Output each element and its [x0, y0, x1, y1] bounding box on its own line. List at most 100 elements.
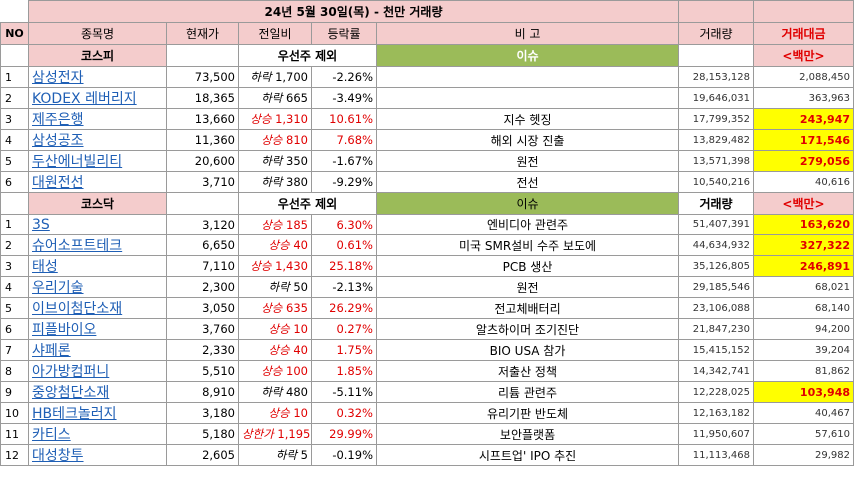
- stock-name-link[interactable]: 피플바이오: [28, 318, 167, 340]
- stock-name-link[interactable]: 이브이첨단소재: [28, 297, 167, 319]
- volume-value: 23,106,088: [678, 297, 755, 319]
- amount-value: 40,467: [753, 402, 854, 424]
- change-cell: 상승 1,310: [238, 108, 312, 130]
- change-amount: 100: [286, 364, 308, 378]
- price-value: 8,910: [166, 381, 239, 403]
- amount-value: 246,891: [753, 255, 854, 277]
- change-amount: 1,310: [275, 112, 308, 126]
- volume-value: 13,571,398: [678, 150, 755, 172]
- stock-name-link[interactable]: 삼성전자: [28, 66, 167, 88]
- row-number: 11: [0, 423, 29, 445]
- change-direction: 상승: [268, 406, 290, 420]
- volume-value: 28,153,128: [678, 66, 755, 88]
- rate-value: 10.61%: [311, 108, 377, 130]
- stock-name-link[interactable]: 샤페론: [28, 339, 167, 361]
- change-direction: 하락: [275, 448, 298, 462]
- table-row: 11 카티스 5,180 상한가 1,195 29.99% 보안플랫폼 11,950,607…: [0, 423, 854, 445]
- amount-value: 81,862: [753, 360, 854, 382]
- price-value: 3,050: [166, 297, 239, 319]
- change-cell: 상승 40: [238, 339, 312, 361]
- row-number: 9: [0, 381, 29, 403]
- stock-name-link[interactable]: 3S: [28, 214, 167, 235]
- change-cell: 상승 40: [238, 234, 312, 256]
- volume-value: 12,163,182: [678, 402, 755, 424]
- price-value: 18,365: [166, 87, 239, 109]
- page-title: 24년 5월 30일(목) - 천만 거래량: [27, 0, 680, 23]
- stock-name-link[interactable]: 슈어소프트테크: [28, 234, 167, 256]
- row-number: 8: [0, 360, 29, 382]
- change-cell: 상승 100: [238, 360, 312, 382]
- stock-name-link[interactable]: 카티스: [28, 423, 167, 445]
- rate-value: -3.49%: [311, 87, 377, 109]
- stock-name-link[interactable]: 우리기술: [28, 276, 167, 298]
- row-number: 2: [0, 87, 29, 109]
- rate-value: -5.11%: [311, 381, 377, 403]
- change-amount: 635: [286, 301, 308, 315]
- change-cell: 하락 665: [238, 87, 312, 109]
- row-number: 6: [0, 318, 29, 340]
- stock-name-link[interactable]: 제주은행: [28, 108, 167, 130]
- change-cell: 하락 50: [238, 276, 312, 298]
- rate-value: 1.75%: [311, 339, 377, 361]
- amount-value: 68,021: [753, 276, 854, 298]
- stock-name-link[interactable]: KODEX 레버리지: [28, 87, 167, 109]
- change-direction: 상승: [250, 259, 272, 273]
- row-number: 10: [0, 402, 29, 424]
- amount-value: 57,610: [753, 423, 854, 445]
- volume-value: 19,646,031: [678, 87, 755, 109]
- issue-note: 미국 SMR설비 수주 보도에: [375, 234, 680, 256]
- price-value: 3,120: [166, 214, 239, 235]
- volume-value: 44,634,932: [678, 234, 755, 256]
- rate-value: 0.61%: [311, 234, 377, 256]
- rate-value: 7.68%: [311, 129, 377, 151]
- row-number: 1: [0, 66, 29, 88]
- row-number: 4: [0, 129, 29, 151]
- stock-name-link[interactable]: 삼성공조: [28, 129, 167, 151]
- change-direction: 하락: [268, 280, 290, 294]
- row-number: 3: [0, 108, 29, 130]
- table-row: 1 3S 3,120 상승 185 6.30% 엔비디아 관련주 51,407,391 163…: [0, 214, 854, 235]
- kospi-section-sub: 우선주 제외: [238, 44, 377, 67]
- issue-note: 전고체배터리: [375, 297, 680, 319]
- stock-name-link[interactable]: 대원전선: [28, 171, 167, 193]
- change-cell: 상한가 1,195: [238, 423, 312, 445]
- row-number: 6: [0, 171, 29, 193]
- kosdaq-section-unit: <백만>: [753, 192, 854, 215]
- issue-note: 원전: [375, 150, 680, 172]
- change-direction: 상승: [261, 133, 283, 147]
- table-row: 6 피플바이오 3,760 상승 10 0.27% 알츠하이머 조기진단 21,847,23…: [0, 318, 854, 340]
- kosdaq-section-blank: [0, 192, 29, 215]
- change-amount: 1,430: [275, 259, 308, 273]
- change-amount: 480: [286, 385, 308, 399]
- kospi-section-unit: <백만>: [753, 44, 854, 67]
- stock-name-link[interactable]: 중앙첨단소재: [28, 381, 167, 403]
- rate-value: -2.26%: [311, 66, 377, 88]
- kosdaq-section-issue: 이슈: [375, 192, 680, 215]
- amount-value: 363,963: [753, 87, 854, 109]
- stock-name-link[interactable]: 대성창투: [28, 444, 167, 466]
- header-price: 현재가: [166, 22, 239, 45]
- stock-name-link[interactable]: 태성: [28, 255, 167, 277]
- change-cell: 상승 185: [238, 214, 312, 235]
- issue-note: 시프트업' IPO 추진: [375, 444, 680, 466]
- rate-value: -2.13%: [311, 276, 377, 298]
- change-amount: 5: [300, 448, 308, 462]
- stock-name-link[interactable]: 두산에너빌리티: [28, 150, 167, 172]
- header-rate: 등락률: [311, 22, 377, 45]
- change-amount: 40: [293, 238, 308, 252]
- stock-name-link[interactable]: 아가방컴퍼니: [28, 360, 167, 382]
- stock-name-link[interactable]: HB테크놀러지: [28, 402, 167, 424]
- price-value: 13,660: [166, 108, 239, 130]
- kosdaq-section-volume: 거래량: [678, 192, 755, 215]
- volume-value: 51,407,391: [678, 214, 755, 235]
- issue-note: [375, 66, 680, 88]
- rate-value: 6.30%: [311, 214, 377, 235]
- rate-value: -1.67%: [311, 150, 377, 172]
- table-row: 10 HB테크놀러지 3,180 상승 10 0.32% 유리기판 반도체 12,163,1…: [0, 402, 854, 424]
- rate-value: 25.18%: [311, 255, 377, 277]
- row-number: 5: [0, 297, 29, 319]
- change-cell: 하락 350: [238, 150, 312, 172]
- change-direction: 상한가: [242, 427, 274, 441]
- rate-value: -9.29%: [311, 171, 377, 193]
- change-direction: 상승: [261, 364, 283, 378]
